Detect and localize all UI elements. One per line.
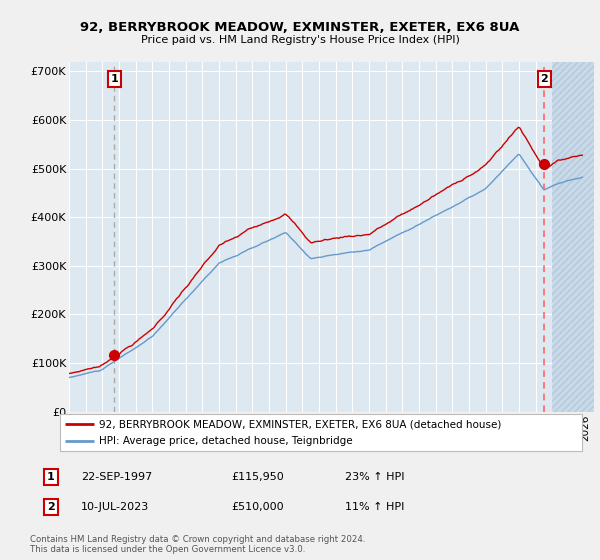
- Text: Price paid vs. HM Land Registry's House Price Index (HPI): Price paid vs. HM Land Registry's House …: [140, 35, 460, 45]
- Text: HPI: Average price, detached house, Teignbridge: HPI: Average price, detached house, Teig…: [99, 436, 353, 446]
- Text: 22-SEP-1997: 22-SEP-1997: [81, 472, 152, 482]
- Text: 92, BERRYBROOK MEADOW, EXMINSTER, EXETER, EX6 8UA: 92, BERRYBROOK MEADOW, EXMINSTER, EXETER…: [80, 21, 520, 34]
- Text: 11% ↑ HPI: 11% ↑ HPI: [345, 502, 404, 512]
- Text: £115,950: £115,950: [231, 472, 284, 482]
- Text: 2: 2: [47, 502, 55, 512]
- Text: 92, BERRYBROOK MEADOW, EXMINSTER, EXETER, EX6 8UA (detached house): 92, BERRYBROOK MEADOW, EXMINSTER, EXETER…: [99, 419, 502, 429]
- Text: 2: 2: [541, 74, 548, 84]
- Bar: [553, 62, 594, 412]
- Text: Contains HM Land Registry data © Crown copyright and database right 2024.
This d: Contains HM Land Registry data © Crown c…: [30, 535, 365, 554]
- Text: 1: 1: [110, 74, 118, 84]
- Text: 10-JUL-2023: 10-JUL-2023: [81, 502, 149, 512]
- Text: 23% ↑ HPI: 23% ↑ HPI: [345, 472, 404, 482]
- Text: £510,000: £510,000: [231, 502, 284, 512]
- Text: 1: 1: [47, 472, 55, 482]
